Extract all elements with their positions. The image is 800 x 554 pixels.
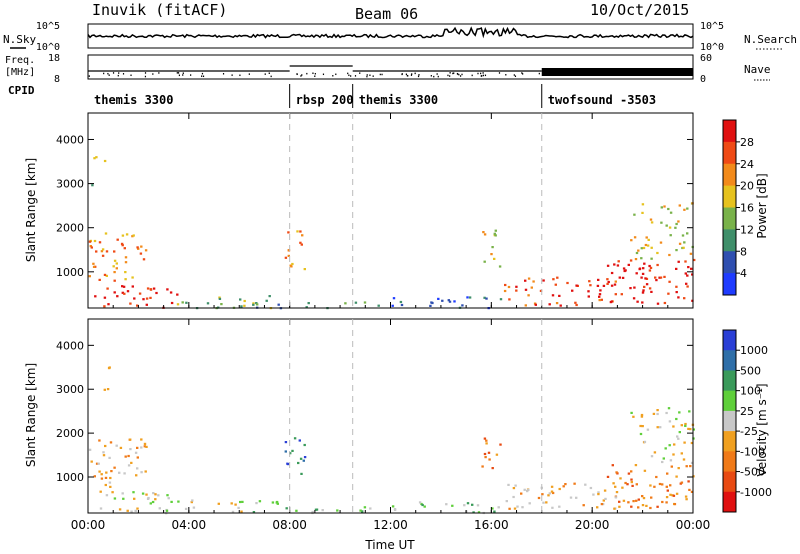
colorbar-swatch <box>723 251 736 274</box>
range-tick-label: 1000 <box>56 471 84 484</box>
power-colorbar-label: Power [dB] <box>755 173 769 238</box>
colorbar-tick-label: 24 <box>740 158 754 171</box>
range-tick-label: 1000 <box>56 266 84 279</box>
freq-right-tick-bottom: 0 <box>700 74 706 85</box>
colorbar-swatch <box>723 350 736 371</box>
colorbar-tick-label: 500 <box>740 364 761 377</box>
noise-trace <box>87 26 694 39</box>
cpid-mode-label: twofsound -3503 <box>548 93 656 107</box>
colorbar-swatch <box>723 410 736 432</box>
colorbar-swatch <box>723 185 736 208</box>
time-tick-label: 00:00 <box>71 518 106 532</box>
power-colorbar: Power [dB] 4 8 12 16 20 24 28 <box>722 119 769 296</box>
colorbar-tick-label: 4 <box>740 267 747 280</box>
colorbar-tick-label: 1000 <box>740 344 768 357</box>
noise-left-tick-bottom: 10^0 <box>36 42 60 53</box>
power-heatmap-cells <box>88 156 696 310</box>
range-tick-label: 2000 <box>56 427 84 440</box>
range-tick-label: 2000 <box>56 222 84 235</box>
colorbar-swatch <box>723 273 736 296</box>
range-tick-label: 3000 <box>56 383 84 396</box>
cpid-mode-label: rbsp 200 <box>296 93 354 107</box>
cpid-row: CPID themis 3300 rbsp 200 themis 3300 twofs… <box>8 84 656 108</box>
colorbar-tick-label: -25 <box>740 425 758 438</box>
beam-title: Beam 06 <box>355 5 418 23</box>
velocity-colorbar: Velocity [m s⁻¹] 1000 500 100 25 -25 -100 -500… <box>722 329 772 513</box>
colorbar-swatch <box>723 390 736 412</box>
colorbar-swatch <box>723 163 736 187</box>
station-title: Inuvik (fitACF) <box>92 1 227 19</box>
cpid-mode-label: themis 3300 <box>94 93 173 107</box>
colorbar-swatch <box>723 370 736 392</box>
velocity-heatmap-cells <box>88 366 695 515</box>
colorbar-swatch <box>723 451 736 473</box>
time-axis-label: Time UT <box>364 538 415 552</box>
date-title: 10/Oct/2015 <box>590 1 689 19</box>
time-tick-label: 08:00 <box>272 518 307 532</box>
colorbar-tick-label: 16 <box>740 202 754 215</box>
power-heatmap-panel: 1000 2000 3000 4000 Slant Range [km] <box>24 112 696 310</box>
frequency-panel: Freq. [MHz] 18 8 60 0 Nave <box>5 53 771 85</box>
colorbar-tick-label: 12 <box>740 223 754 236</box>
cpid-label: CPID <box>8 84 35 97</box>
freq-left-tick-top: 18 <box>48 53 60 64</box>
noise-panel: N.Sky 10^5 10^0 10^5 10^0 N.Search <box>3 21 797 53</box>
velocity-axes: 1000 2000 3000 4000 00:00 04:00 08:00 12:00 16:0… <box>56 319 710 532</box>
colorbar-swatch <box>723 491 736 513</box>
velocity-heatmap-panel: 1000 2000 3000 4000 00:00 04:00 08:00 12:00 16:0… <box>24 318 710 552</box>
freq-unit-label: [MHz] <box>5 67 35 78</box>
frequency-trace <box>88 65 693 78</box>
noise-search-label: N.Search <box>744 33 797 46</box>
velocity-colorbar-label: Velocity [m s⁻¹] <box>755 383 769 476</box>
time-tick-label: 04:00 <box>172 518 207 532</box>
range-tick-label: 3000 <box>56 178 84 191</box>
noise-left-tick-top: 10^5 <box>36 21 60 32</box>
colorbar-tick-label: 28 <box>740 136 754 149</box>
colorbar-tick-label: -1000 <box>740 486 772 499</box>
colorbar-swatch <box>723 229 736 252</box>
colorbar-tick-label: 8 <box>740 245 747 258</box>
colorbar-swatch <box>723 431 736 452</box>
colorbar-tick-label: 100 <box>740 385 761 398</box>
time-tick-label: 00:00 <box>676 518 711 532</box>
colorbar-tick-label: 20 <box>740 180 754 193</box>
cpid-mode-label: themis 3300 <box>359 93 438 107</box>
noise-right-tick-top: 10^5 <box>700 21 724 32</box>
noise-right-tick-bottom: 10^0 <box>700 42 724 53</box>
colorbar-swatch <box>723 471 736 493</box>
noise-sky-label: N.Sky <box>3 33 36 46</box>
velocity-ylabel: Slant Range [km] <box>24 363 38 467</box>
freq-right-tick-top: 60 <box>700 53 712 64</box>
colorbar-tick-label: -100 <box>740 445 765 458</box>
time-tick-label: 20:00 <box>575 518 610 532</box>
range-tick-label: 4000 <box>56 133 84 146</box>
freq-label: Freq. <box>5 55 35 66</box>
power-axes: 1000 2000 3000 4000 <box>56 113 694 308</box>
freq-left-tick-bottom: 8 <box>54 74 60 85</box>
colorbar-swatch <box>723 141 736 165</box>
colorbar-tick-label: 25 <box>740 405 754 418</box>
range-tick-label: 4000 <box>56 339 84 352</box>
colorbar-swatch <box>723 207 736 230</box>
colorbar-tick-label: -500 <box>740 466 765 479</box>
time-tick-label: 12:00 <box>373 518 408 532</box>
time-tick-label: 16:00 <box>474 518 509 532</box>
power-ylabel: Slant Range [km] <box>24 158 38 262</box>
colorbar-swatch <box>723 120 736 143</box>
colorbar-swatch <box>723 330 736 351</box>
nave-label: Nave <box>744 63 771 76</box>
